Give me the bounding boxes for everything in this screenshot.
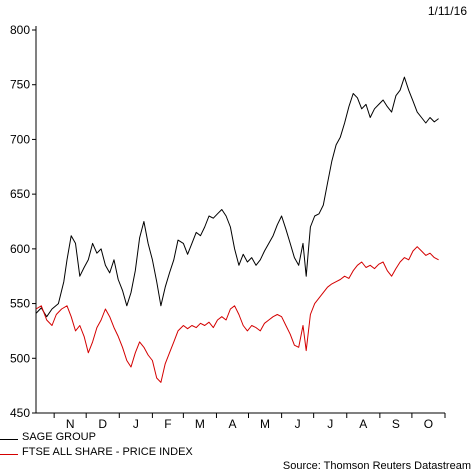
line-chart: 450 500 550 600 650 700 750 800 N D J F M A M J J A S O <box>10 23 446 430</box>
x-tick-label: M <box>195 417 205 430</box>
x-tick-label: A <box>228 417 236 430</box>
legend-label-sage: SAGE GROUP <box>22 431 96 443</box>
y-tick-label: 550 <box>10 297 30 311</box>
source-note: Source: Thomson Reuters Datastream <box>282 460 471 472</box>
legend-item-ftse: FTSE ALL SHARE - PRICE INDEX <box>0 445 193 460</box>
x-tick-label: M <box>260 417 270 430</box>
x-tick-label: O <box>424 417 433 430</box>
legend: SAGE GROUP FTSE ALL SHARE - PRICE INDEX <box>0 430 193 460</box>
y-tick-label: 700 <box>10 132 30 146</box>
y-tick-label: 650 <box>10 187 30 201</box>
y-tick-label: 750 <box>10 78 30 92</box>
y-tick-label: 500 <box>10 351 30 365</box>
x-tick-label: J <box>327 417 333 430</box>
x-tick-label: J <box>295 417 301 430</box>
series-line-sage-group <box>35 76 439 318</box>
x-tick-label: S <box>392 417 400 430</box>
legend-swatch-ftse <box>0 454 18 455</box>
y-tick-label: 800 <box>10 23 30 37</box>
x-tick-label: A <box>359 417 367 430</box>
date-stamp: 1/11/16 <box>427 4 467 18</box>
legend-item-sage: SAGE GROUP <box>0 430 193 445</box>
y-tick-label: 600 <box>10 242 30 256</box>
series-line-ftse-all-share <box>35 246 439 383</box>
series-layer <box>35 76 439 383</box>
x-tick-label: J <box>133 417 139 430</box>
y-tick-label: 450 <box>10 406 30 420</box>
x-tick-label: N <box>66 417 75 430</box>
legend-swatch-sage <box>0 439 18 440</box>
x-tick-label: D <box>98 417 107 430</box>
x-tick-label: F <box>164 417 171 430</box>
y-axis: 450 500 550 600 650 700 750 800 <box>10 23 37 420</box>
legend-label-ftse: FTSE ALL SHARE - PRICE INDEX <box>22 446 193 458</box>
